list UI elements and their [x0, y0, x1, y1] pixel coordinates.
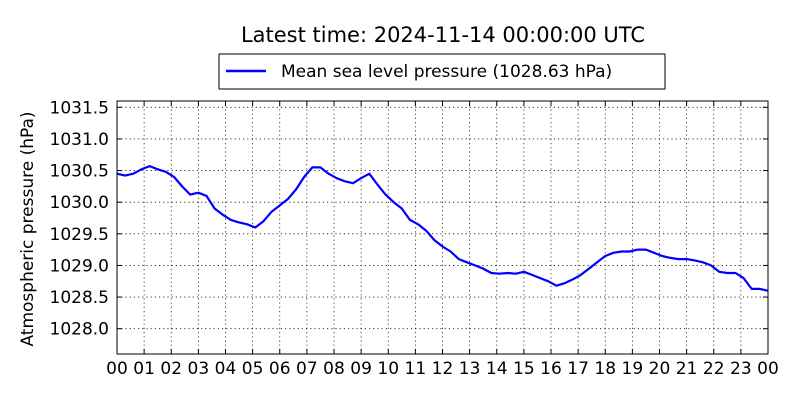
legend-label: Mean sea level pressure (1028.63 hPa) — [281, 62, 612, 82]
x-tick-label: 17 — [567, 359, 589, 379]
chart-title: Latest time: 2024-11-14 00:00:00 UTC — [241, 23, 645, 47]
x-tick-label: 09 — [350, 359, 372, 379]
y-tick-label: 1030.0 — [50, 193, 109, 213]
x-tick-label: 14 — [486, 359, 508, 379]
grid — [117, 101, 768, 354]
legend: Mean sea level pressure (1028.63 hPa) — [218, 53, 666, 90]
x-axis-ticks: 00 01 02 03 04 05 06 07 08 09 10 11 12 13 14 15 16 17 18 19… — [106, 101, 779, 379]
y-axis-label: Atmospheric pressure (hPa) — [18, 111, 38, 346]
x-tick-label: 22 — [703, 359, 725, 379]
x-tick-label: 11 — [405, 359, 427, 379]
y-tick-label: 1028.0 — [50, 320, 109, 340]
x-tick-label: 08 — [323, 359, 345, 379]
legend-box — [218, 53, 666, 90]
x-tick-label: 15 — [513, 359, 535, 379]
y-tick-label: 1028.5 — [50, 288, 109, 308]
x-tick-label: 00 — [106, 359, 128, 379]
y-axis-ticks: 1028.0 1028.5 1029.0 1029.5 1030.0 1030.5 1031… — [50, 98, 768, 340]
x-tick-label: 03 — [188, 359, 210, 379]
x-tick-label: 04 — [215, 359, 237, 379]
plot-frame — [116, 100, 769, 355]
y-tick-label: 1030.5 — [50, 162, 109, 182]
y-tick-label: 1031.0 — [50, 130, 109, 150]
x-tick-label: 10 — [377, 359, 399, 379]
x-tick-label: 19 — [622, 359, 644, 379]
x-tick-label: 00 — [757, 359, 779, 379]
y-tick-label: 1029.0 — [50, 256, 109, 276]
x-tick-label: 12 — [432, 359, 454, 379]
x-tick-label: 21 — [676, 359, 698, 379]
x-tick-label: 18 — [594, 359, 616, 379]
x-tick-label: 02 — [160, 359, 182, 379]
x-tick-label: 20 — [649, 359, 671, 379]
x-tick-label: 07 — [296, 359, 318, 379]
x-tick-label: 16 — [540, 359, 562, 379]
x-tick-label: 23 — [730, 359, 752, 379]
x-tick-label: 06 — [269, 359, 291, 379]
y-tick-label: 1029.5 — [50, 225, 109, 245]
x-tick-label: 13 — [459, 359, 481, 379]
series-line-mean-sea-level-pressure — [116, 165, 769, 292]
y-tick-label: 1031.5 — [50, 98, 109, 118]
x-tick-label: 05 — [242, 359, 264, 379]
x-tick-label: 01 — [133, 359, 155, 379]
